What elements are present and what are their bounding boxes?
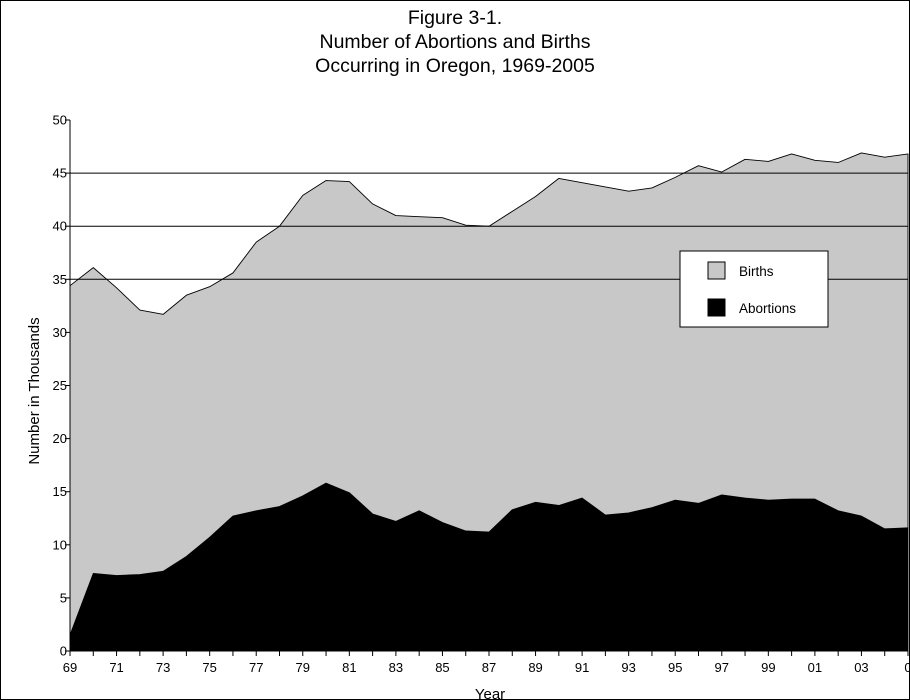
series-areas [69,152,909,652]
y-tick-label: 20 [53,431,67,446]
x-ticks: 69 71 73 75 77 79 81 83 85 87 89 91 93 95 97 99 01 03 0 [63,651,910,675]
x-tick-label: 95 [668,660,682,675]
x-tick-label: 77 [249,660,263,675]
x-tick-label: 91 [575,660,589,675]
y-tick-label: 10 [53,537,67,552]
x-tick-label: 85 [435,660,449,675]
x-tick-label: 87 [482,660,496,675]
area-abortions [69,482,909,652]
x-tick-label: 99 [761,660,775,675]
title-line-1: Figure 3-1. [407,7,503,29]
x-tick-label: 0 [904,660,910,675]
legend-box [679,250,829,328]
x-axis-label: Year [475,686,505,700]
y-tick-label: 5 [60,590,67,605]
y-tick-label: 0 [60,644,67,659]
title-line-3: Occurring in Oregon, 1969-2005 [315,55,595,77]
x-tick-label: 69 [63,660,77,675]
x-tick-label: 71 [109,660,123,675]
axes: 0 5 10 15 20 25 30 35 40 45 50 69 71 73 75 77 79 81 83 85 8… [53,113,910,676]
x-tick-label: 83 [389,660,403,675]
x-tick-label: 97 [715,660,729,675]
y-tick-label: 35 [53,272,67,287]
x-tick-label: 93 [621,660,635,675]
y-tick-label: 15 [53,484,67,499]
x-tick-label: 75 [202,660,216,675]
x-tick-label: 73 [156,660,170,675]
x-tick-label: 03 [854,660,868,675]
legend-swatch-births [707,261,726,280]
y-ticks: 0 5 10 15 20 25 30 35 40 45 50 [53,113,70,659]
y-tick-label: 25 [53,378,67,393]
x-tick-label: 79 [296,660,310,675]
legend-swatch-abortions [707,298,726,317]
y-axis-label: Number in Thousands [26,317,43,464]
y-tick-label: 45 [53,166,67,181]
y-tick-label: 30 [53,325,67,340]
x-tick-label: 01 [808,660,822,675]
y-tick-label: 40 [53,219,67,234]
legend: Births Abortions [679,250,829,328]
x-tick-label: 89 [528,660,542,675]
chart-title: Figure 3-1. Number of Abortions and Birt… [0,6,910,78]
title-line-2: Number of Abortions and Births [319,31,591,53]
legend-label-abortions: Abortions [739,301,796,316]
x-tick-label: 81 [342,660,356,675]
y-tick-label: 50 [53,113,67,128]
legend-label-births: Births [739,264,774,279]
